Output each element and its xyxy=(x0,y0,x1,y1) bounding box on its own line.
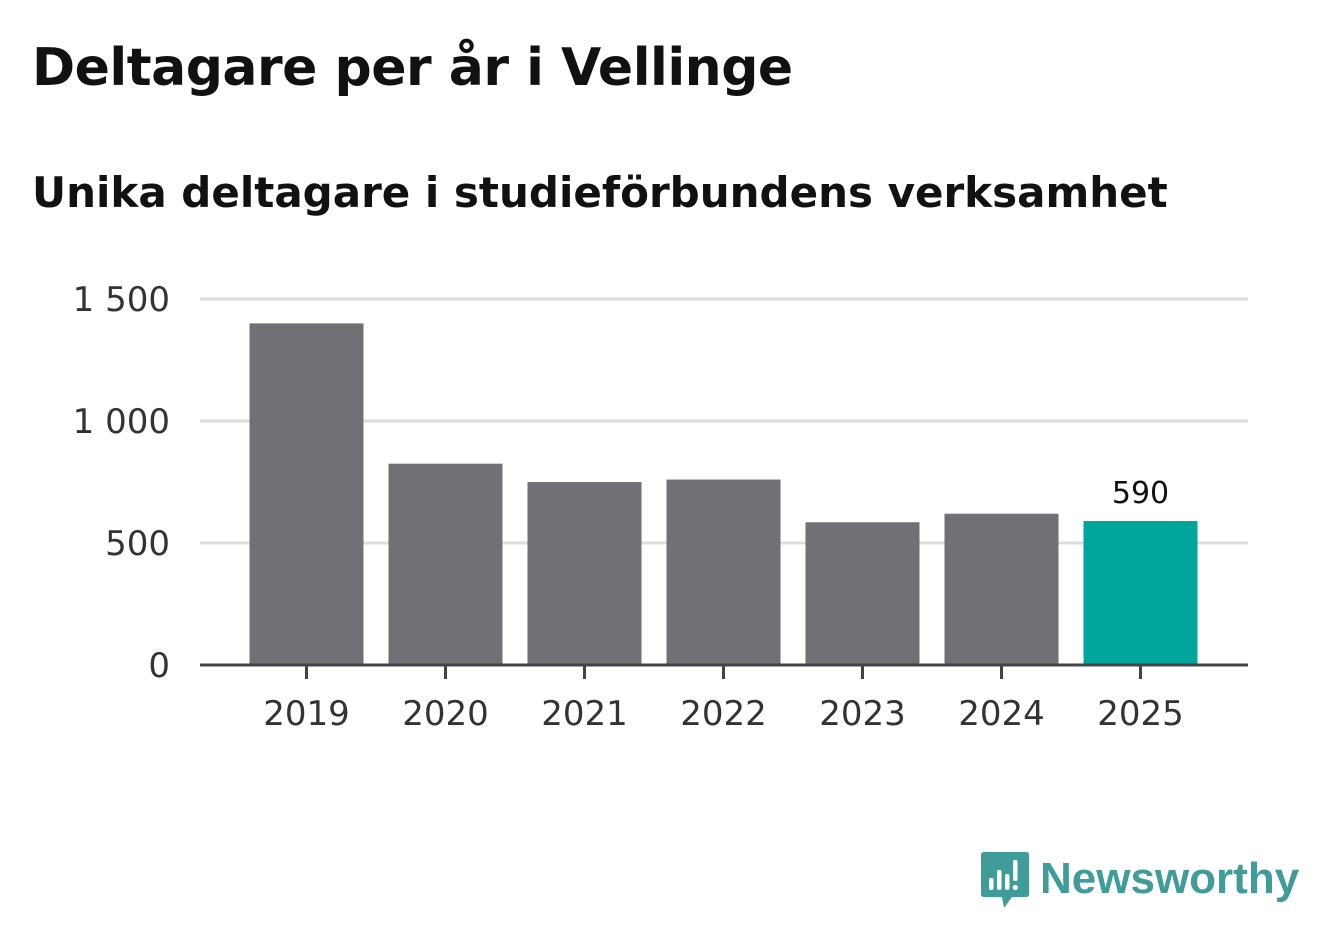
bar-2023 xyxy=(805,522,920,665)
newsworthy-logo: Newsworthy xyxy=(980,848,1299,910)
x-tick-label: 2022 xyxy=(680,694,767,734)
bars xyxy=(249,323,1198,665)
bar-2024 xyxy=(944,513,1059,665)
y-tick-label: 1 000 xyxy=(73,402,170,442)
bar-2021 xyxy=(527,482,642,665)
labels: 0 500 1 000 1 500 2019 2020 2021 2022 2023 2024 20… xyxy=(73,280,1184,734)
data-label: 590 xyxy=(1112,476,1169,511)
chart-title: Deltagare per år i Vellinge xyxy=(32,38,793,98)
y-tick-label: 1 500 xyxy=(73,280,170,320)
axes xyxy=(200,663,1248,679)
newsworthy-logo-icon xyxy=(981,852,1029,908)
bar-2020 xyxy=(388,463,503,665)
x-tick-label: 2021 xyxy=(541,694,628,734)
y-tick-label: 0 xyxy=(148,646,170,686)
bar-2022 xyxy=(666,479,781,665)
x-tick-label: 2020 xyxy=(402,694,489,734)
y-tick-label: 500 xyxy=(105,524,170,564)
chart-subtitle: Unika deltagare i studieförbundens verks… xyxy=(32,168,1168,217)
x-tick-label: 2019 xyxy=(263,694,350,734)
x-tick-label: 2025 xyxy=(1097,694,1184,734)
brand-name: Newsworthy xyxy=(1040,854,1300,903)
x-tick-label: 2024 xyxy=(958,694,1045,734)
bar-2019 xyxy=(249,323,364,665)
x-tick-label: 2023 xyxy=(819,694,906,734)
bar-2025 xyxy=(1083,521,1198,665)
